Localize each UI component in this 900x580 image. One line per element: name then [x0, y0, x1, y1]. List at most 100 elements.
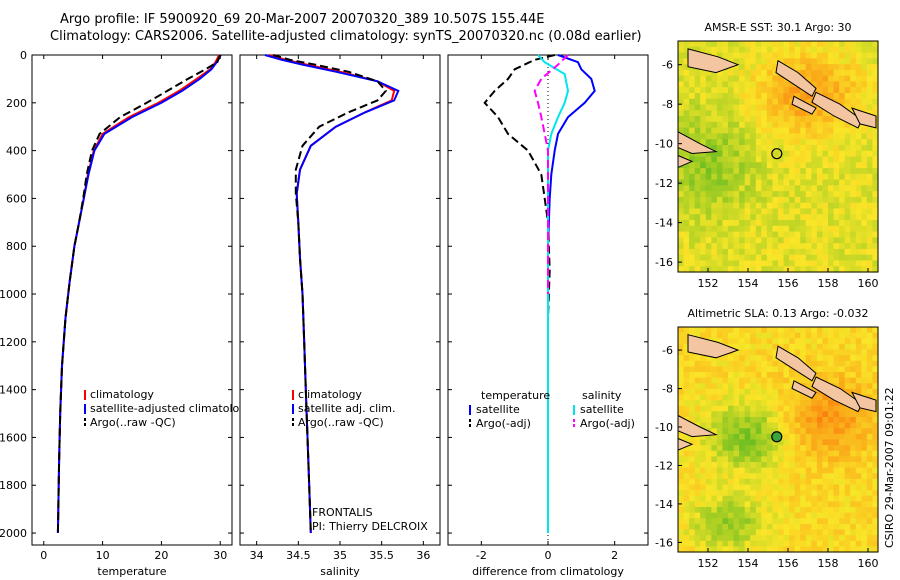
map-cell — [739, 179, 746, 186]
map-cell — [805, 225, 812, 233]
map-cell — [761, 433, 768, 441]
map-cell — [839, 81, 846, 88]
map-cell — [839, 144, 846, 152]
map-cell — [828, 512, 835, 519]
map-cell — [861, 327, 868, 334]
map-cell — [778, 110, 785, 117]
map-cell — [678, 400, 685, 407]
legend-label: climatology — [90, 388, 154, 401]
map-cell — [822, 248, 829, 256]
map-cell — [872, 417, 879, 424]
map-cell — [789, 225, 796, 233]
map-cell — [733, 377, 740, 384]
map-cell — [711, 127, 718, 135]
map-cell — [855, 185, 862, 192]
map-cell — [866, 343, 874, 351]
map-cell — [866, 266, 874, 273]
map-cell — [694, 450, 701, 457]
map-cell — [855, 535, 862, 542]
map-cell — [789, 87, 796, 94]
map-cell — [761, 179, 768, 186]
map-cell — [761, 327, 768, 334]
map-cell — [744, 196, 751, 204]
map-cell — [828, 46, 835, 54]
map-cell — [705, 185, 712, 192]
map-cell — [850, 150, 857, 158]
map-cell — [739, 260, 746, 267]
map-cell — [728, 52, 735, 59]
map-cell — [700, 202, 707, 210]
map-cell — [678, 260, 685, 267]
map-cell — [822, 179, 829, 186]
map-cell — [711, 332, 718, 339]
map-cell — [805, 495, 812, 502]
map-cell — [805, 377, 812, 384]
map-cell — [789, 52, 796, 59]
map-cell — [778, 343, 785, 351]
x-tick-label: 154 — [738, 557, 759, 570]
map-cell — [711, 546, 718, 553]
map-cell — [783, 92, 790, 100]
map-cell — [822, 64, 829, 71]
map-cell — [728, 254, 735, 262]
map-cell — [750, 462, 757, 469]
legend-label: satellite adj. clim. — [298, 402, 395, 415]
map-cell — [783, 433, 790, 441]
map-cell — [839, 139, 846, 146]
map-cell — [789, 332, 796, 339]
map-cell — [811, 433, 818, 441]
map-cell — [872, 58, 879, 65]
map-cell — [811, 462, 818, 469]
map-cell — [794, 377, 801, 384]
map-cell — [750, 512, 757, 519]
map-cell — [728, 156, 735, 163]
map-cell — [855, 156, 862, 163]
map-cell — [739, 81, 746, 88]
map-cell — [711, 196, 718, 204]
map-cell — [811, 116, 818, 123]
map-cell — [766, 383, 774, 390]
map-cell — [733, 237, 740, 244]
map-cell — [833, 417, 840, 424]
map-cell — [694, 456, 701, 463]
map-cell — [678, 127, 685, 135]
map-cell — [800, 405, 807, 412]
map-cell — [778, 237, 785, 244]
map-cell — [811, 214, 818, 221]
map-cell — [705, 388, 712, 396]
map-cell — [722, 243, 729, 250]
map-cell — [861, 173, 868, 181]
map-cell — [694, 478, 701, 486]
map-cell — [705, 439, 712, 446]
map-cell — [789, 366, 796, 373]
map-cell — [750, 46, 757, 54]
map-cell — [844, 501, 851, 508]
map-cell — [739, 535, 746, 542]
map-cell — [833, 46, 840, 54]
map-cell — [805, 69, 812, 77]
map-cell — [861, 372, 868, 379]
map-cell — [705, 104, 712, 111]
map-cell — [739, 64, 746, 71]
map-cell — [678, 52, 685, 59]
map-cell — [700, 467, 707, 474]
map-cell — [678, 243, 685, 250]
map-cell — [711, 133, 718, 140]
map-cell — [794, 144, 801, 152]
map-cell — [728, 338, 735, 345]
map-cell — [794, 540, 801, 547]
map-cell — [750, 422, 757, 429]
map-cell — [828, 377, 835, 384]
map-cell — [733, 332, 740, 339]
map-cell — [778, 422, 785, 429]
map-cell — [728, 433, 735, 441]
x-tick-label: 30 — [213, 549, 227, 562]
map-cell — [805, 512, 812, 519]
map-cell — [728, 332, 735, 339]
map-cell — [805, 150, 812, 158]
map-cell — [750, 254, 757, 262]
map-cell — [739, 495, 746, 502]
map-cell — [800, 225, 807, 233]
map-cell — [766, 445, 774, 452]
map-cell — [700, 231, 707, 238]
